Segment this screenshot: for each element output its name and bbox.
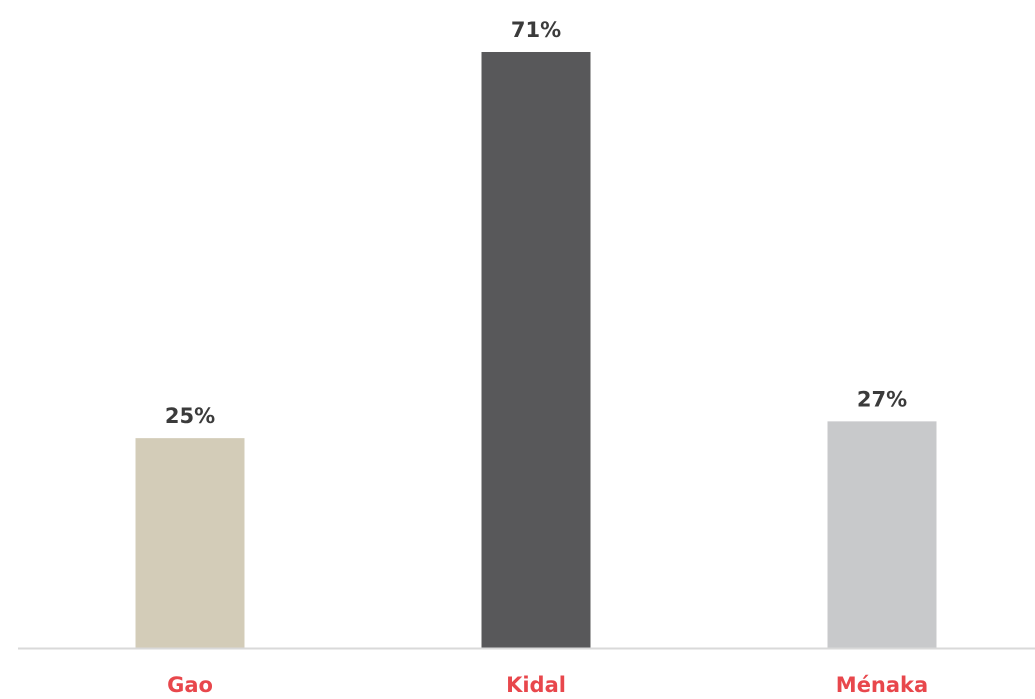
bars-group bbox=[136, 52, 937, 648]
category-label-gao: Gao bbox=[167, 673, 213, 697]
value-label-kidal: 71% bbox=[511, 18, 561, 42]
value-label-menaka: 27% bbox=[857, 387, 907, 411]
category-label-menaka: Ménaka bbox=[836, 673, 928, 697]
bar-menaka bbox=[828, 421, 937, 648]
value-label-gao: 25% bbox=[165, 404, 215, 428]
bar-kidal bbox=[482, 52, 591, 648]
category-labels-group: Gao Kidal Ménaka bbox=[167, 673, 928, 697]
category-label-kidal: Kidal bbox=[506, 673, 566, 697]
bar-gao bbox=[136, 438, 245, 648]
